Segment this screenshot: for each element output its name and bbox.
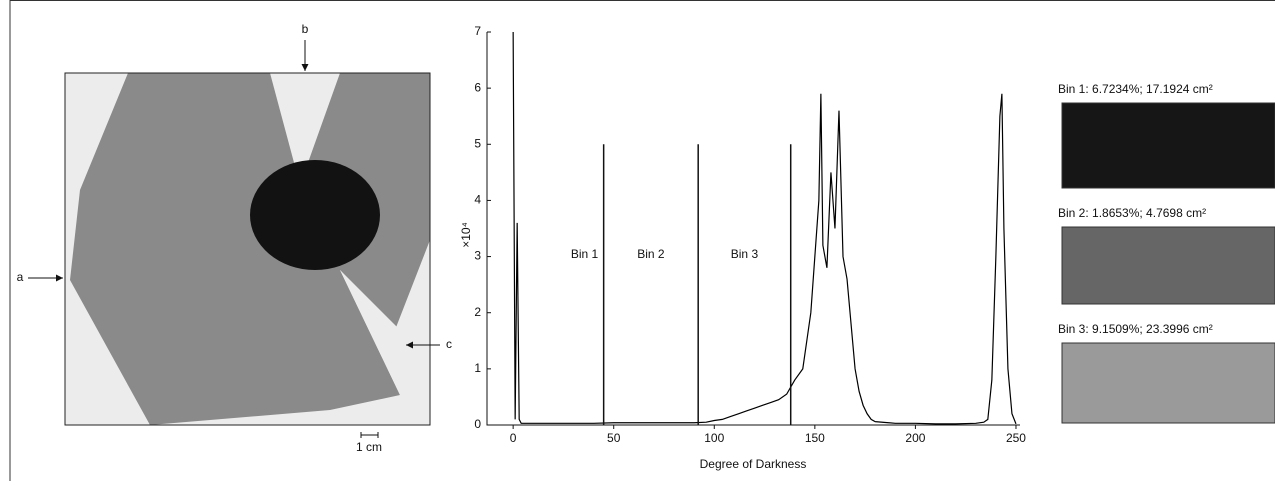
label-b: b (302, 22, 309, 36)
bin-swatch-title: Bin 3: 9.1509%; 23.3996 cm² (1058, 322, 1213, 336)
x-tick-label: 250 (1006, 431, 1026, 445)
film-image (64, 72, 431, 426)
scale-label: 1 cm (356, 440, 382, 454)
bin-swatch (1061, 226, 1275, 305)
frame (9, 0, 1275, 481)
x-tick-label: 0 (510, 431, 517, 445)
bin-label: Bin 2 (637, 247, 665, 261)
y-tick-label: 6 (474, 80, 481, 94)
label-c: c (446, 337, 452, 351)
y-axis-label: ×10⁴ (459, 222, 473, 248)
scale-bar (360, 432, 379, 438)
bin-label: Bin 1 (571, 247, 599, 261)
bin-label: Bin 3 (731, 247, 759, 261)
bin-swatch-title: Bin 2: 1.8653%; 4.7698 cm² (1058, 206, 1206, 220)
x-axis-label: Degree of Darkness (700, 457, 807, 471)
bin-swatch-title: Bin 1: 6.7234%; 17.1924 cm² (1058, 82, 1213, 96)
y-tick-label: 0 (474, 417, 481, 431)
y-tick-label: 7 (474, 24, 481, 38)
axes (486, 32, 1020, 426)
x-tick-label: 50 (607, 431, 621, 445)
histogram-line (512, 31, 1017, 425)
x-tick-label: 100 (704, 431, 724, 445)
y-tick-label: 5 (474, 136, 481, 150)
y-tick-label: 2 (474, 305, 481, 319)
y-tick-label: 3 (474, 249, 481, 263)
bin-swatch (1061, 342, 1275, 424)
bin-swatch (1061, 102, 1275, 189)
label-a: a (17, 270, 24, 284)
x-tick-label: 200 (905, 431, 925, 445)
y-tick-label: 1 (474, 361, 481, 375)
x-tick-label: 150 (805, 431, 825, 445)
y-tick-label: 4 (474, 193, 481, 207)
